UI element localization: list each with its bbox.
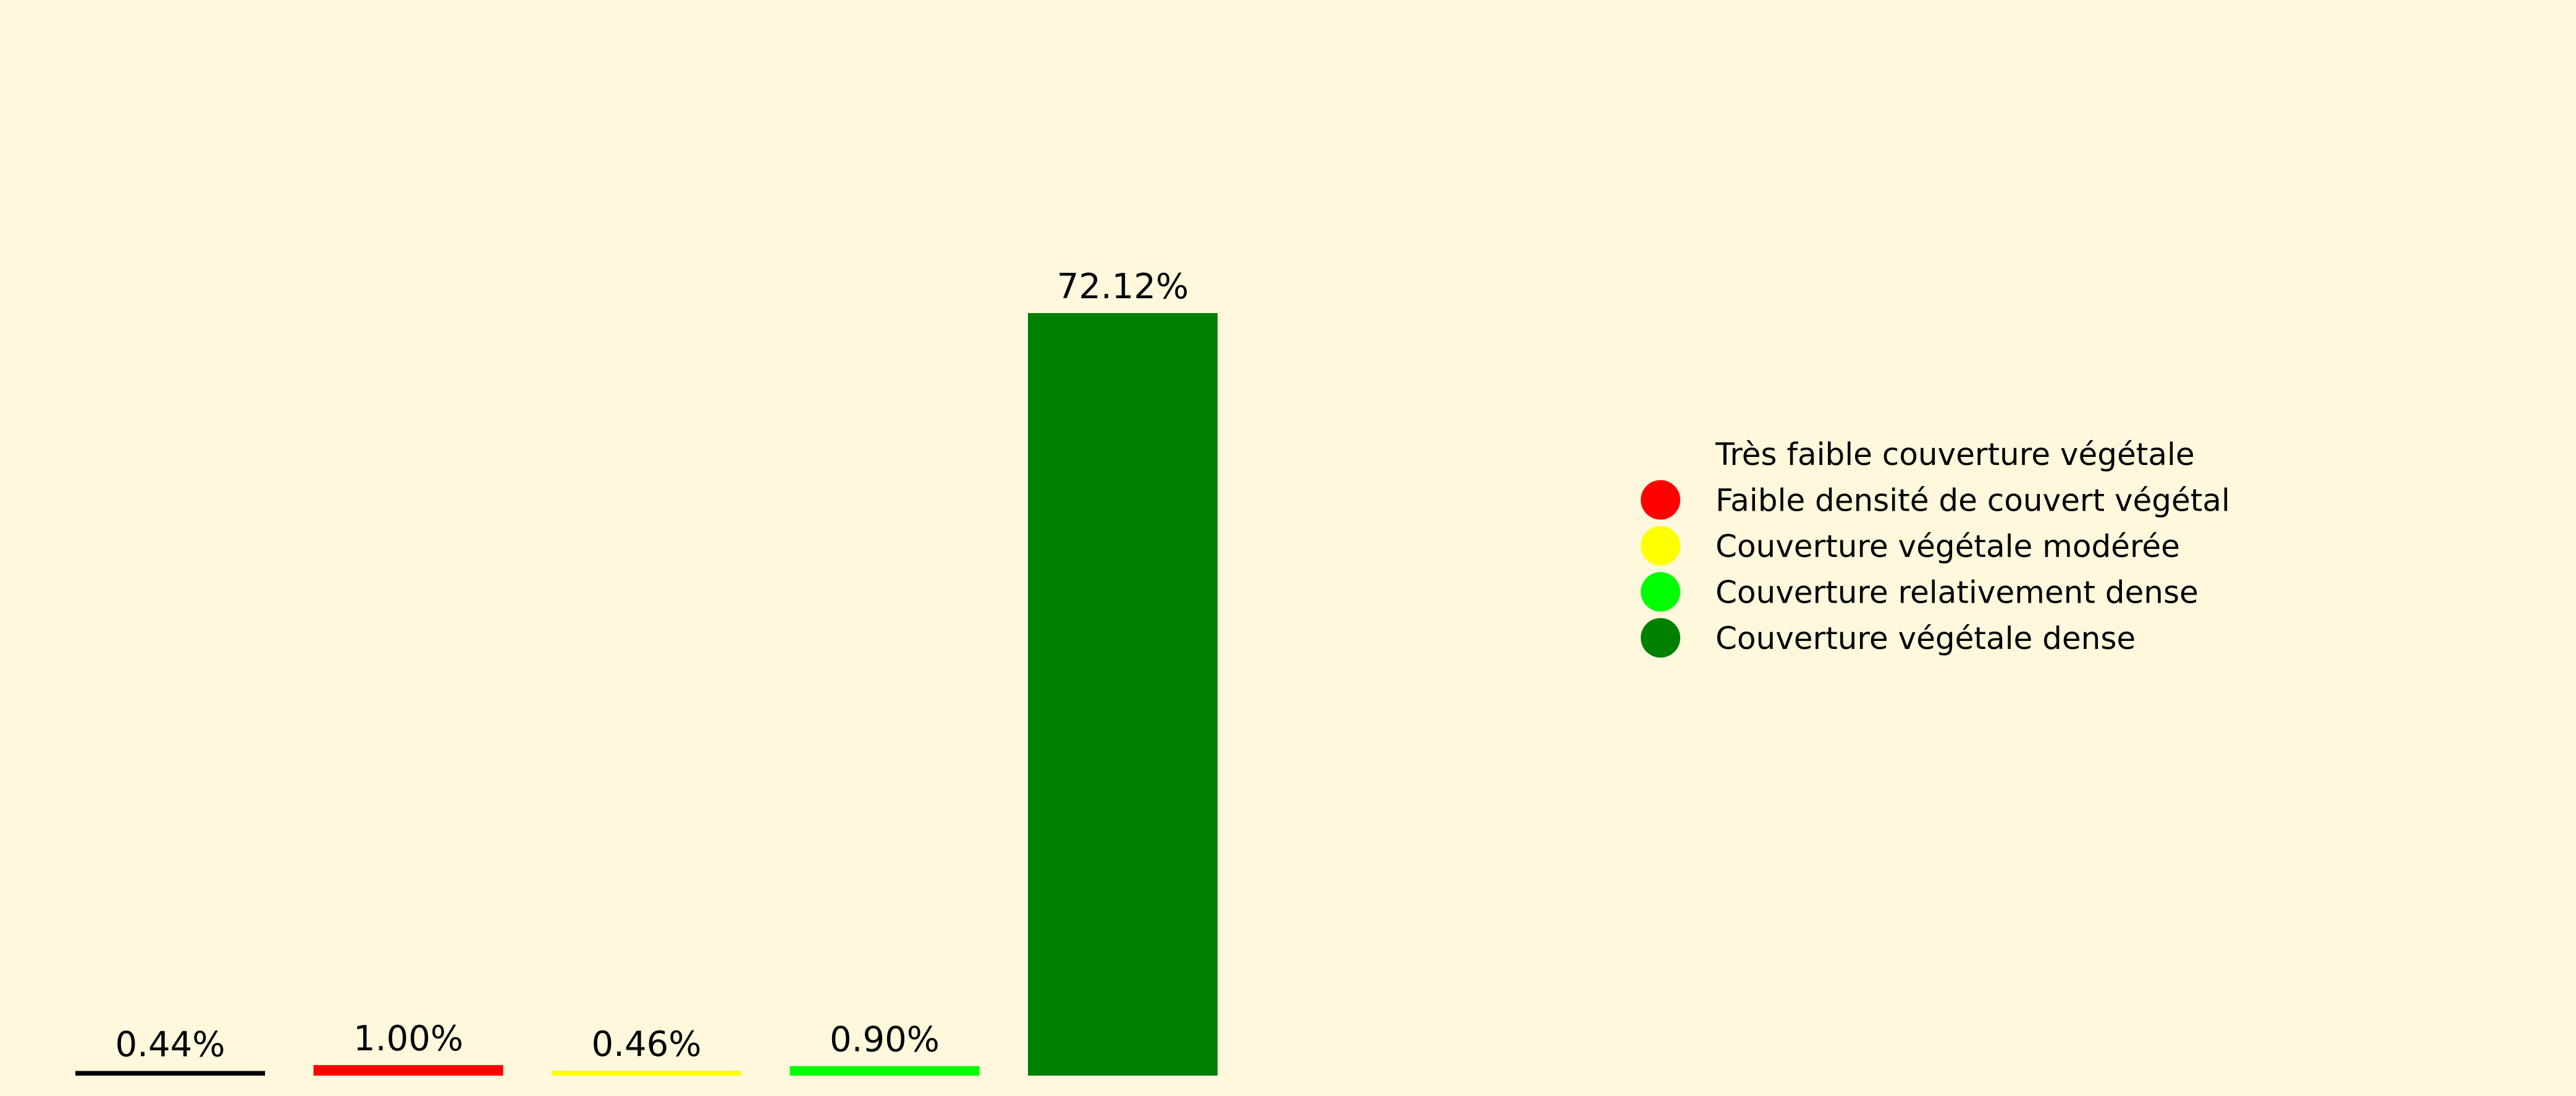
data-label-4: 0.90% [830,1020,940,1060]
bars-group [75,313,1218,1076]
legend-marker-2 [1641,480,1680,520]
data-label-5: 72.12% [1057,267,1189,307]
legend-label-4: Couverture relativement dense [1715,575,2199,611]
data-labels-group: 0.44% 1.00% 0.46% 0.90% 72.12% [116,267,1189,1065]
data-label-2: 1.00% [353,1019,463,1059]
legend-marker-3 [1641,526,1680,566]
data-label-3: 0.46% [592,1024,702,1065]
legend-label-2: Faible densité de couvert végétal [1715,483,2230,519]
bar-3 [552,1071,741,1076]
legend-label-5: Couverture végétale dense [1715,621,2136,656]
legend-label-1: Très faible couverture végétale [1715,437,2195,472]
bar-4 [789,1066,980,1076]
legend: Très faible couverture végétale Faible de… [1641,437,2230,658]
bar-1 [75,1071,265,1076]
legend-label-3: Couverture végétale modérée [1715,529,2180,564]
bar-5 [1028,313,1218,1076]
bar-2 [313,1065,503,1076]
data-label-1: 0.44% [116,1024,225,1065]
legend-marker-4 [1641,572,1680,612]
legend-marker-5 [1641,618,1680,658]
